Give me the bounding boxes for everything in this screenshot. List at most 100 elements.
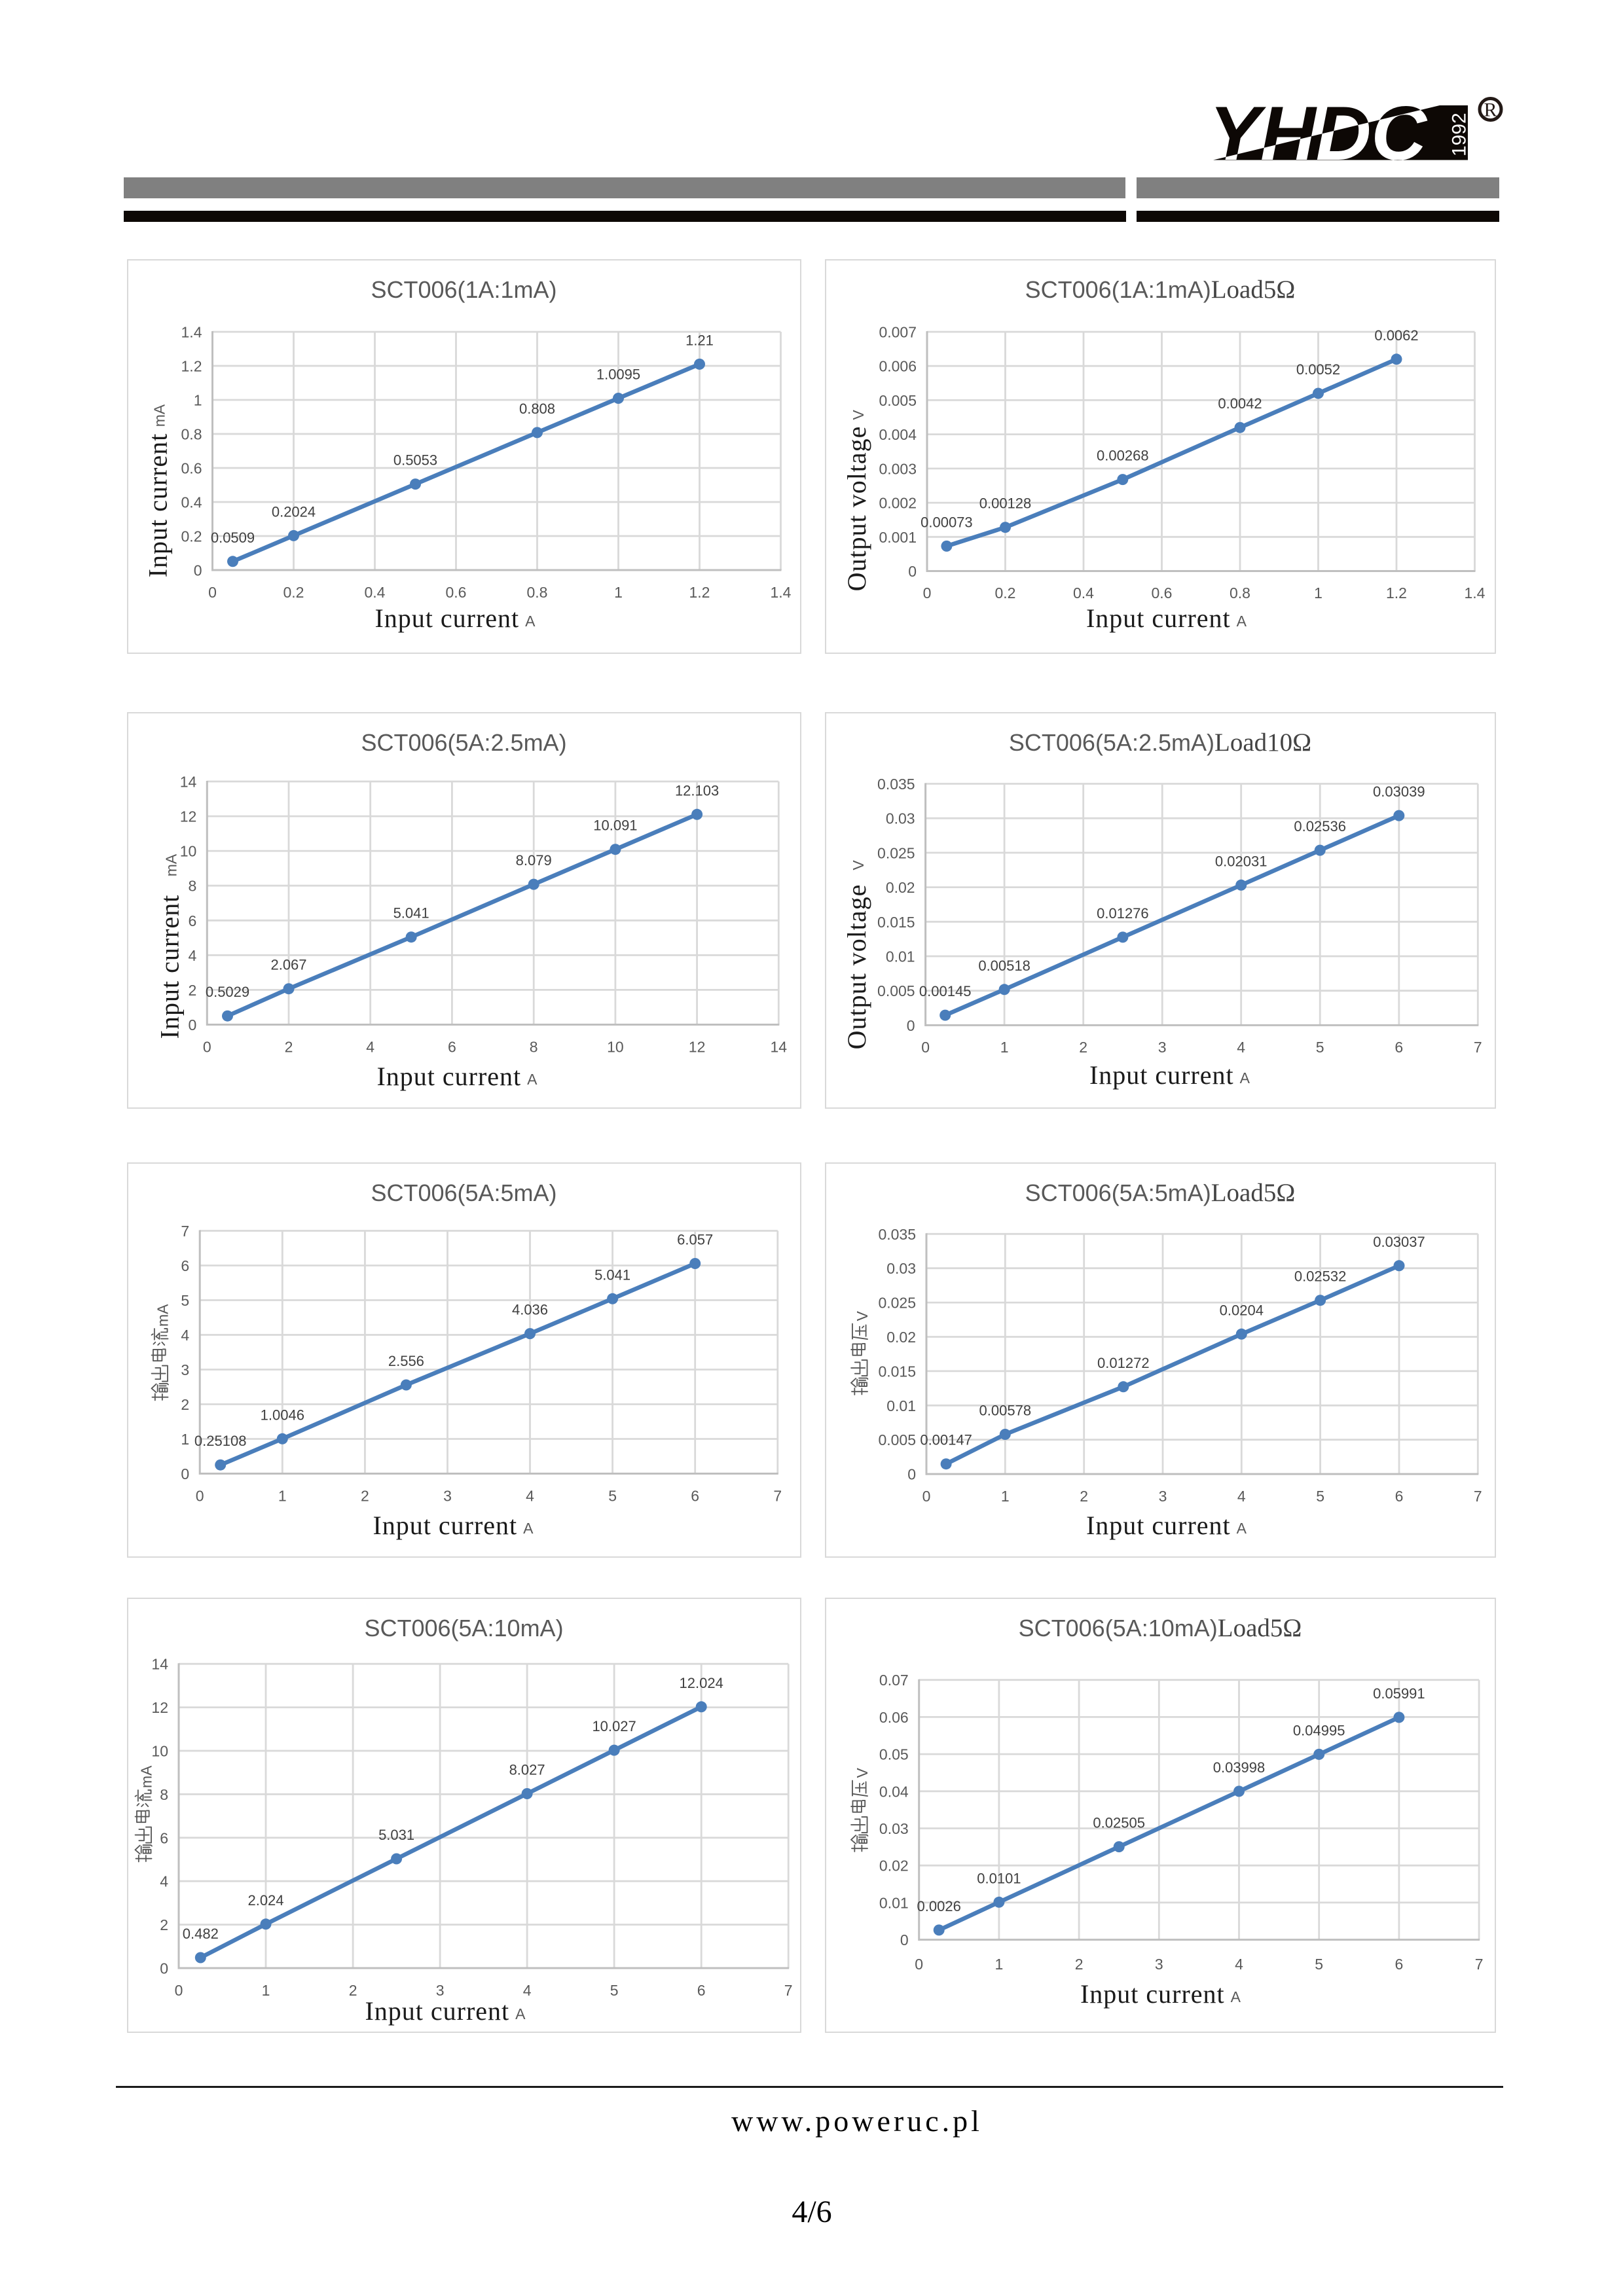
svg-text:www.poweruc.pl: www.poweruc.pl [731,2104,983,2138]
svg-text:0.001: 0.001 [879,529,917,546]
svg-text:SCT006(1A:1mA)Load5Ω: SCT006(1A:1mA)Load5Ω [1025,276,1296,304]
svg-text:0.01: 0.01 [886,1397,916,1414]
svg-text:12.024: 12.024 [679,1675,723,1691]
svg-text:1: 1 [614,584,623,601]
svg-text:7: 7 [1475,1956,1484,1973]
svg-text:8.079: 8.079 [515,852,551,869]
svg-text:3: 3 [1159,1488,1167,1505]
svg-text:0: 0 [188,1016,196,1033]
svg-text:0.03: 0.03 [886,810,915,827]
svg-text:0.003: 0.003 [879,460,917,477]
svg-text:14: 14 [151,1656,168,1673]
svg-text:mA: mA [162,853,179,876]
svg-text:0.03037: 0.03037 [1373,1234,1425,1250]
svg-text:0.006: 0.006 [879,358,917,375]
svg-text:3: 3 [1158,1039,1167,1056]
svg-text:0.035: 0.035 [877,776,915,793]
svg-text:5.031: 5.031 [378,1827,414,1843]
svg-text:0.0052: 0.0052 [1296,361,1340,378]
svg-text:5.041: 5.041 [594,1266,630,1283]
svg-text:5: 5 [1316,1039,1324,1056]
svg-text:0.004: 0.004 [879,426,917,443]
svg-text:2: 2 [1079,1039,1087,1056]
svg-text:5: 5 [181,1292,189,1309]
svg-text:12: 12 [179,808,196,825]
svg-text:12.103: 12.103 [674,782,718,798]
svg-text:4: 4 [160,1873,168,1890]
svg-text:2: 2 [1080,1488,1088,1505]
svg-text:0.0062: 0.0062 [1374,327,1418,344]
svg-text:1: 1 [1000,1039,1009,1056]
svg-text:1.4: 1.4 [181,324,202,341]
svg-text:0: 0 [160,1960,168,1977]
svg-text:0.00073: 0.00073 [921,514,973,530]
svg-text:0.035: 0.035 [878,1226,916,1243]
svg-text:0.01: 0.01 [886,948,915,965]
svg-text:SCT006(5A:5mA)Load5Ω: SCT006(5A:5mA)Load5Ω [1025,1179,1296,1207]
svg-text:3: 3 [443,1488,452,1505]
svg-text:SCT006(5A:10mA)Load5Ω: SCT006(5A:10mA)Load5Ω [1019,1614,1302,1642]
svg-text:4: 4 [522,1982,531,1999]
svg-text:1: 1 [1001,1488,1010,1505]
svg-text:Input current: Input current [155,895,184,1039]
svg-text:2: 2 [181,1396,189,1413]
svg-text:1: 1 [1314,584,1322,601]
svg-text:0.6: 0.6 [181,460,202,477]
svg-text:0.2024: 0.2024 [271,503,315,520]
svg-text:mA: mA [154,1304,171,1327]
svg-text:1.0046: 1.0046 [260,1407,304,1423]
svg-text:6: 6 [691,1488,699,1505]
svg-text:5: 5 [1316,1488,1324,1505]
svg-text:2.024: 2.024 [247,1892,283,1909]
svg-text:0.005: 0.005 [878,1431,916,1448]
svg-text:4/6: 4/6 [792,2195,831,2229]
svg-text:4: 4 [188,947,196,964]
svg-text:6: 6 [1395,1956,1404,1973]
svg-text:7: 7 [1474,1488,1482,1505]
svg-text:7: 7 [784,1982,792,1999]
svg-text:4: 4 [366,1039,374,1056]
svg-text:6.057: 6.057 [677,1232,713,1248]
svg-text:5: 5 [610,1982,618,1999]
svg-text:0.01276: 0.01276 [1097,905,1149,922]
svg-text:SCT006(5A:2.5mA)Load10Ω: SCT006(5A:2.5mA)Load10Ω [1009,728,1311,757]
svg-text:5: 5 [1315,1956,1323,1973]
svg-text:4: 4 [181,1327,189,1344]
svg-text:6: 6 [448,1039,456,1056]
svg-text:3: 3 [435,1982,444,1999]
svg-text:3: 3 [181,1361,189,1378]
svg-text:mA: mA [137,1765,155,1788]
svg-text:8: 8 [188,878,196,895]
svg-text:0.025: 0.025 [878,1295,916,1312]
svg-text:0.00268: 0.00268 [1097,448,1149,464]
svg-text:0.07: 0.07 [879,1672,909,1689]
svg-text:0.007: 0.007 [879,324,917,341]
svg-text:1.0095: 1.0095 [596,367,640,383]
svg-text:0.03: 0.03 [879,1820,909,1837]
svg-text:0.02: 0.02 [886,1329,916,1346]
svg-text:R: R [1484,99,1497,121]
svg-text:0.0042: 0.0042 [1218,395,1262,412]
svg-text:5: 5 [608,1488,617,1505]
svg-text:0.03039: 0.03039 [1373,783,1425,800]
svg-text:0: 0 [193,562,202,579]
svg-text:2: 2 [348,1982,357,1999]
svg-text:0.025: 0.025 [877,844,915,861]
svg-text:0: 0 [923,584,932,601]
svg-text:14: 14 [770,1039,787,1056]
svg-text:8: 8 [529,1039,538,1056]
svg-text:0: 0 [907,1017,915,1034]
svg-text:V: V [850,860,867,870]
svg-text:SCT006(1A:1mA): SCT006(1A:1mA) [371,276,556,303]
svg-text:SCT006(5A:5mA): SCT006(5A:5mA) [371,1179,556,1206]
svg-text:2: 2 [188,982,196,999]
svg-text:4: 4 [1237,1039,1245,1056]
svg-text:0.04995: 0.04995 [1293,1722,1345,1738]
svg-text:1: 1 [278,1488,286,1505]
svg-text:0: 0 [922,1488,931,1505]
svg-text:0.8: 0.8 [181,426,202,443]
svg-text:0.02031: 0.02031 [1215,853,1267,869]
svg-text:6: 6 [697,1982,705,1999]
svg-text:0.8: 0.8 [1230,584,1250,601]
